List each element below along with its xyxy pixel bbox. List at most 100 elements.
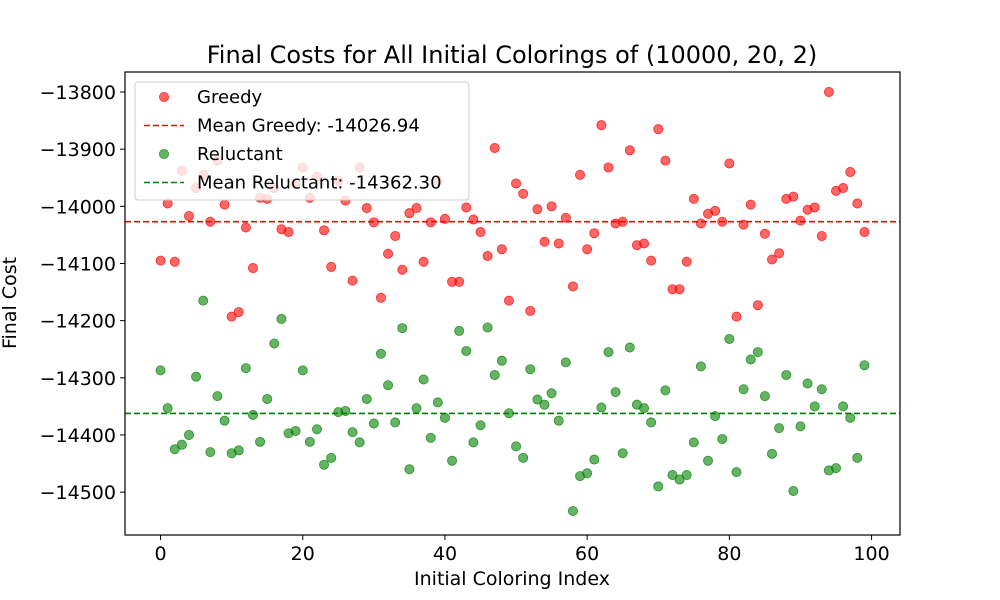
greedy-point (767, 254, 778, 265)
reluctant-point (418, 374, 429, 385)
reluctant-point (319, 459, 330, 470)
y-axis-title: Final Cost (0, 257, 21, 349)
greedy-point (624, 145, 635, 156)
y-tick-label: −14100 (40, 253, 116, 275)
y-tick-label: −14300 (40, 368, 116, 390)
greedy-point (603, 162, 614, 173)
x-tick-label: 80 (717, 543, 741, 565)
y-axis: −14500 −14400 −14300 −14200 −14100 −14000 −139… (40, 82, 125, 504)
reluctant-point (717, 433, 728, 444)
reluctant-point (745, 354, 756, 365)
greedy-point (475, 227, 486, 238)
greedy-point (489, 143, 500, 154)
greedy-point (738, 219, 749, 230)
greedy-point (774, 248, 785, 259)
reluctant-point (518, 452, 529, 463)
greedy-point (183, 211, 194, 222)
reluctant-point (560, 357, 571, 368)
reluctant-point (361, 393, 372, 404)
greedy-point (816, 231, 827, 242)
reluctant-point (169, 444, 180, 455)
reluctant-point (674, 474, 685, 485)
reluctant-point (610, 387, 621, 398)
greedy-point (155, 255, 166, 266)
legend: Greedy Mean Greedy: -14026.94 Reluctant Mea… (134, 81, 470, 201)
reluctant-point (290, 425, 301, 436)
greedy-point (660, 155, 671, 166)
reluctant-point (567, 505, 578, 516)
greedy-point (247, 263, 258, 274)
greedy-point (560, 212, 571, 223)
greedy-point (411, 203, 422, 214)
reluctant-point (688, 437, 699, 448)
greedy-point (482, 251, 493, 262)
greedy-point (326, 261, 337, 272)
reluctant-point (809, 401, 820, 412)
legend-marker (158, 148, 169, 159)
x-tick-label: 0 (155, 543, 167, 565)
greedy-point (582, 244, 593, 255)
greedy-point (724, 158, 735, 169)
greedy-point (525, 305, 536, 316)
reluctant-point (738, 384, 749, 395)
greedy-point (468, 214, 479, 225)
reluctant-point (432, 397, 443, 408)
legend-marker (158, 92, 169, 103)
plot-frame (124, 71, 901, 536)
greedy-point (454, 276, 465, 287)
reluctant-point (767, 448, 778, 459)
greedy-point (575, 169, 586, 180)
reluctant-point (162, 403, 173, 414)
x-tick-label: 20 (291, 543, 315, 565)
greedy-point (461, 202, 472, 213)
reluctant-point (425, 432, 436, 443)
reluctant-point (596, 402, 607, 413)
greedy-point (539, 236, 550, 247)
reluctant-point (624, 342, 635, 353)
reluctant-point (553, 415, 564, 426)
greedy-point (646, 255, 657, 266)
reluctant-point (710, 411, 721, 422)
reluctant-point (859, 360, 870, 371)
reluctant-point (525, 364, 536, 375)
reluctant-point (660, 385, 671, 396)
greedy-point (809, 202, 820, 213)
greedy-point (439, 213, 450, 224)
greedy-point (226, 311, 237, 322)
y-tick-label: −14400 (40, 425, 116, 447)
greedy-point (511, 178, 522, 189)
greedy-point (404, 208, 415, 219)
y-tick-label: −13900 (40, 139, 116, 161)
greedy-point (397, 264, 408, 275)
greedy-point (233, 307, 244, 318)
reluctant-point (461, 345, 472, 356)
greedy-point (752, 300, 763, 311)
reluctant-point (311, 424, 322, 435)
reluctant-point (781, 369, 792, 380)
greedy-point (518, 188, 529, 199)
reluctant-point (304, 436, 315, 447)
reluctant-point (347, 427, 358, 438)
reluctant-point (752, 347, 763, 358)
greedy-point (788, 191, 799, 202)
series-reluctant (155, 295, 870, 516)
greedy-point (596, 120, 607, 131)
greedy-point (368, 217, 379, 228)
legend-box (134, 81, 470, 201)
greedy-point (418, 256, 429, 267)
greedy-point (496, 244, 507, 255)
reluctant-point (816, 384, 827, 395)
greedy-point (795, 215, 806, 226)
greedy-point (390, 231, 401, 242)
reluctant-point (454, 325, 465, 336)
reluctant-point (695, 361, 706, 372)
reluctant-point (262, 393, 273, 404)
greedy-point (361, 203, 372, 214)
greedy-point (283, 227, 294, 238)
reluctant-point (354, 437, 365, 448)
legend-label: Greedy (197, 87, 263, 108)
greedy-point (731, 311, 742, 322)
reluctant-point (511, 441, 522, 452)
reluctant-point (589, 454, 600, 465)
legend-label: Reluctant (197, 144, 283, 165)
